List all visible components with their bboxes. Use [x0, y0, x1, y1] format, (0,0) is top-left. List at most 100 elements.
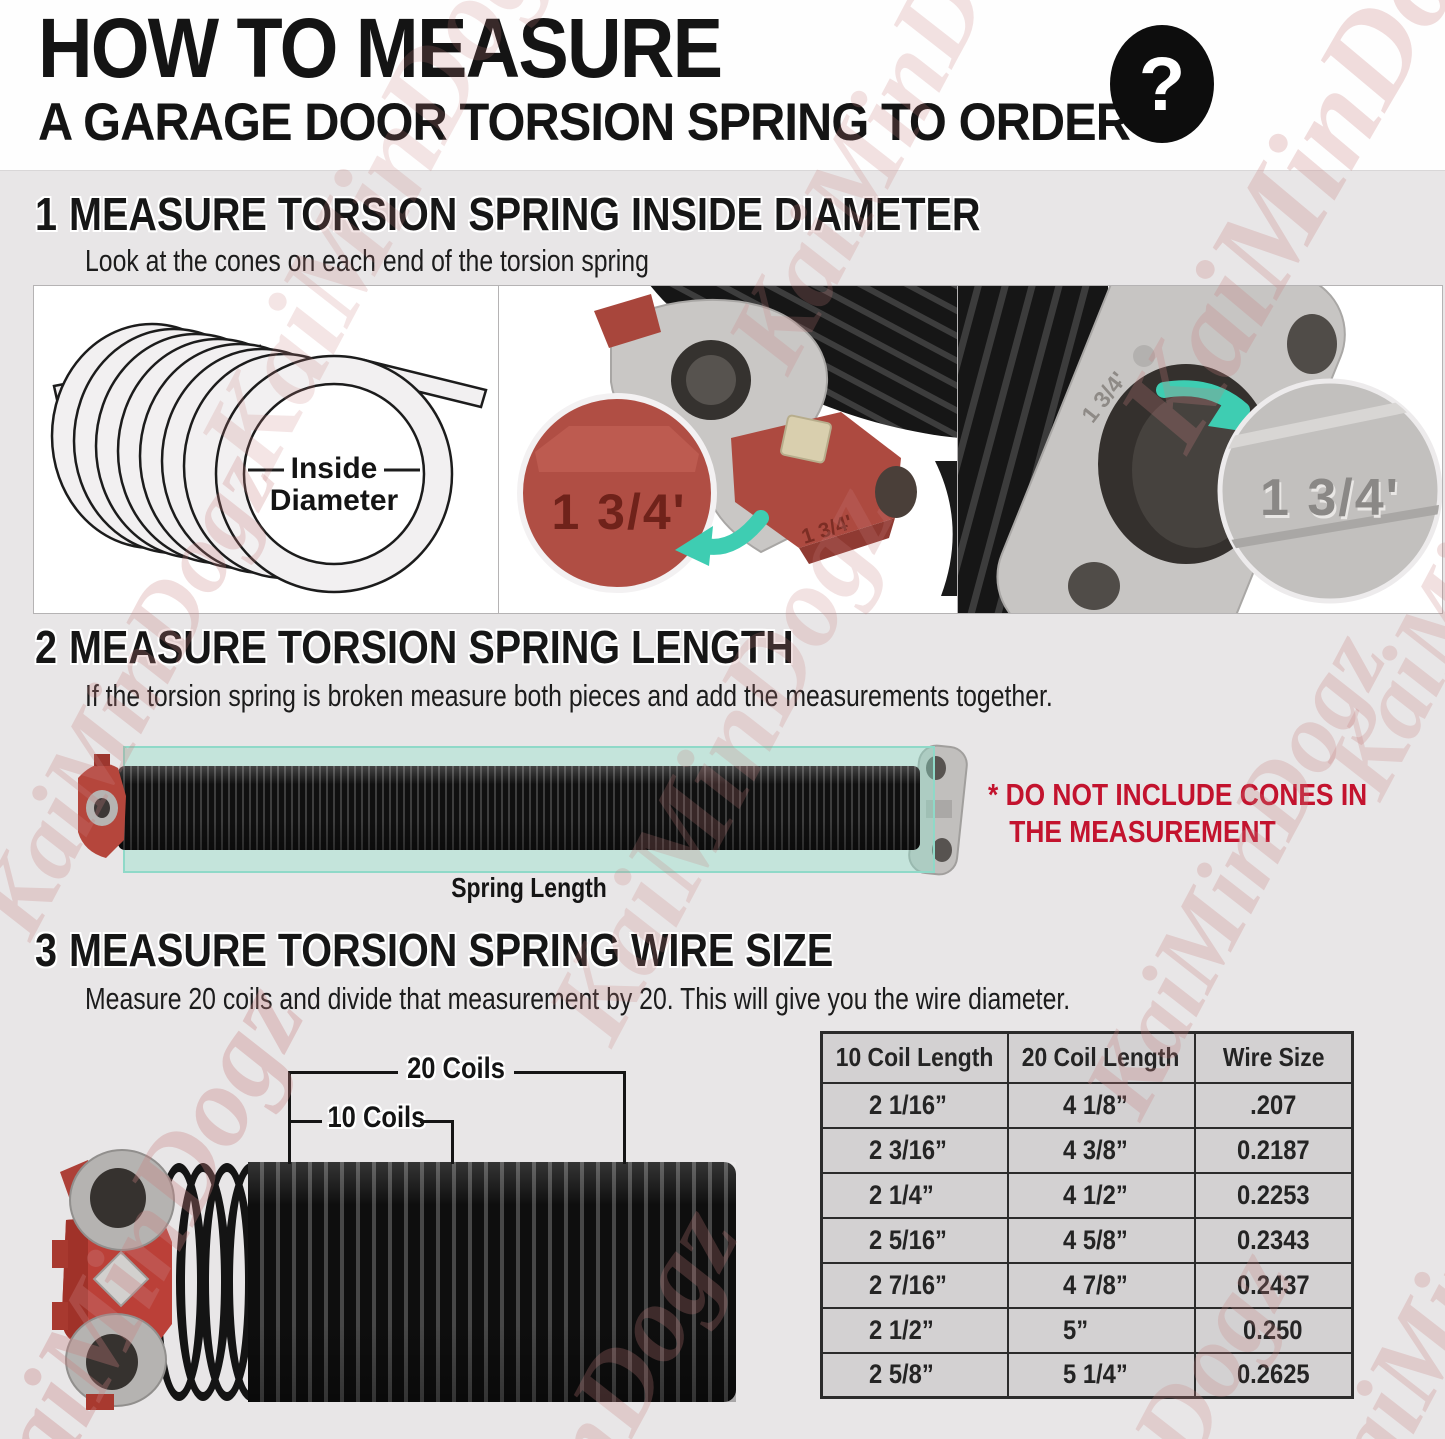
cell-value: 2 3/16” [869, 1134, 947, 1165]
header-label: 20 Coil Length [1022, 1042, 1180, 1073]
aluminum-cone-photo: 1 3/4' 1 3/4' 1 3/4' [957, 286, 1442, 613]
cell-wire: 0.250 [1193, 1306, 1354, 1354]
table-header-row: 10 Coil Length 20 Coil Length Wire Size [820, 1031, 1354, 1084]
magnified-size-label: 1 3/4' [551, 484, 686, 540]
cell-value: 4 1/8” [1062, 1089, 1128, 1120]
red-cone-svg: 1 3/4' 1 3/4' [516, 286, 958, 596]
cell-value: 0.250 [1243, 1314, 1303, 1345]
cell-value: 0.2253 [1236, 1179, 1310, 1210]
cell-value: 2 5/16” [869, 1224, 947, 1255]
page-title: HOW TO MEASURE [38, 1, 723, 95]
cell-value: .207 [1250, 1089, 1297, 1120]
table-row: 2 7/16” 4 7/8” 0.2437 [820, 1261, 1354, 1309]
cell-10coil: 2 5/16” [820, 1216, 1009, 1264]
cell-value: 2 7/16” [869, 1269, 947, 1300]
bracket-left-vertical [288, 1071, 291, 1164]
page-subtitle: A GARAGE DOOR TORSION SPRING TO ORDER [38, 93, 1131, 152]
cell-value: 2 5/8” [869, 1359, 934, 1390]
spring-length-label: Spring Length [451, 872, 607, 903]
cell-value: 2 1/16” [869, 1089, 947, 1120]
section1-number: 1 [35, 188, 58, 240]
cell-20coil: 5” [1006, 1306, 1196, 1354]
coils-10-label: 10 Coils [327, 1101, 426, 1134]
cone-bore-inner [685, 355, 736, 405]
cell-value: 0.2437 [1236, 1269, 1310, 1300]
coils-20-label: 20 Coils [407, 1052, 505, 1085]
bracket-20-right-vertical [623, 1071, 626, 1164]
magnifier-texture [534, 426, 699, 472]
right-stationary-cone [908, 744, 968, 876]
teal-arrow-head [674, 526, 713, 566]
table-row: 2 5/8” 5 1/4” 0.2625 [820, 1351, 1354, 1399]
cell-20coil: 4 1/8” [1006, 1081, 1196, 1129]
cell-wire: 0.2253 [1193, 1171, 1354, 1219]
cell-20coil: 4 7/8” [1006, 1261, 1196, 1309]
cell-value: 2 1/4” [869, 1179, 934, 1210]
section2-number: 2 [35, 621, 58, 673]
cone-body-shade [61, 1218, 88, 1342]
cell-20coil: 5 1/4” [1006, 1351, 1196, 1399]
inside-diameter-drawing: Inside Diameter [34, 286, 498, 613]
bottom-lobe-hole [86, 1334, 138, 1390]
cell-value: 5” [1062, 1314, 1088, 1345]
cell-wire: .207 [1193, 1081, 1354, 1129]
table-row: 2 1/2” 5” 0.250 [820, 1306, 1354, 1354]
section3-title: MEASURE TORSION SPRING WIRE SIZE [69, 924, 834, 976]
flange-notch [926, 800, 952, 818]
torsion-spring-image [118, 766, 920, 850]
red-fragment [593, 294, 661, 348]
set-screw-diamond [92, 1250, 150, 1308]
cone-bottom-tab [86, 1394, 114, 1410]
magnified-size-label: 1 3/4' [1260, 469, 1400, 527]
section1-heading: 1 MEASURE TORSION SPRING INSIDE DIAMETER [35, 190, 981, 238]
header-10-coil-length: 10 Coil Length [820, 1031, 1009, 1084]
section2-title: MEASURE TORSION SPRING LENGTH [69, 621, 794, 673]
red-cone-shade [798, 518, 895, 564]
inside-label-line1: Inside [291, 452, 378, 485]
cell-value: 2 1/2” [869, 1314, 934, 1345]
cell-value: 0.2187 [1236, 1134, 1310, 1165]
bracket-20-right-line [514, 1071, 626, 1074]
question-mark-icon: ? [1110, 25, 1214, 143]
header-label: 10 Coil Length [835, 1042, 994, 1073]
cone-tab [94, 754, 110, 766]
section1-title: MEASURE TORSION SPRING INSIDE DIAMETER [69, 188, 981, 240]
set-screw-bolt [779, 414, 832, 464]
cell-value: 0.2625 [1236, 1359, 1310, 1390]
cell-10coil: 2 1/16” [820, 1081, 1009, 1129]
bracket-10-right-vertical [451, 1120, 454, 1164]
table-row: 2 1/16” 4 1/8” .207 [820, 1081, 1354, 1129]
section3-number: 3 [35, 924, 58, 976]
red-winding-cone-large [52, 1149, 175, 1410]
metal-ridge-dark [1220, 503, 1441, 553]
section2-heading: 2 MEASURE TORSION SPRING LENGTH [35, 623, 794, 671]
cone-hub-hole [94, 798, 110, 818]
cell-wire: 0.2187 [1193, 1126, 1354, 1174]
cell-wire: 0.2625 [1193, 1351, 1354, 1399]
question-mark-glyph: ? [1138, 41, 1186, 127]
cell-10coil: 2 1/2” [820, 1306, 1009, 1354]
cell-value: 4 1/2” [1062, 1179, 1128, 1210]
flange-top-hole [1287, 314, 1338, 374]
cell-20coil: 4 3/8” [1006, 1126, 1196, 1174]
section2-subtitle: If the torsion spring is broken measure … [85, 678, 1053, 713]
cone-tab-lower [52, 1302, 68, 1330]
wire-size-table: 10 Coil Length 20 Coil Length Wire Size … [820, 1031, 1354, 1399]
section3-heading: 3 MEASURE TORSION SPRING WIRE SIZE [35, 926, 833, 974]
section1-subtitle: Look at the cones on each end of the tor… [85, 243, 649, 278]
table-row: 2 3/16” 4 3/8” 0.2187 [820, 1126, 1354, 1174]
cell-10coil: 2 3/16” [820, 1126, 1009, 1174]
red-cone-body [730, 412, 901, 548]
table-row: 2 1/4” 4 1/2” 0.2253 [820, 1171, 1354, 1219]
table-row: 2 5/16” 4 5/8” 0.2343 [820, 1216, 1354, 1264]
cell-value: 4 3/8” [1062, 1134, 1128, 1165]
spring-length-diagram: Spring Length * DO NOT INCLUDE CONES IN … [0, 700, 1445, 920]
coil-counting-spring-image [248, 1162, 736, 1402]
bracket-10-left-dash [288, 1120, 322, 1123]
note-line2: THE MEASUREMENT [1009, 814, 1276, 849]
cell-value: 5 1/4” [1062, 1359, 1128, 1390]
left-winding-cone [78, 754, 126, 858]
cell-10coil: 2 5/8” [820, 1351, 1009, 1399]
cell-value: 0.2343 [1236, 1224, 1310, 1255]
